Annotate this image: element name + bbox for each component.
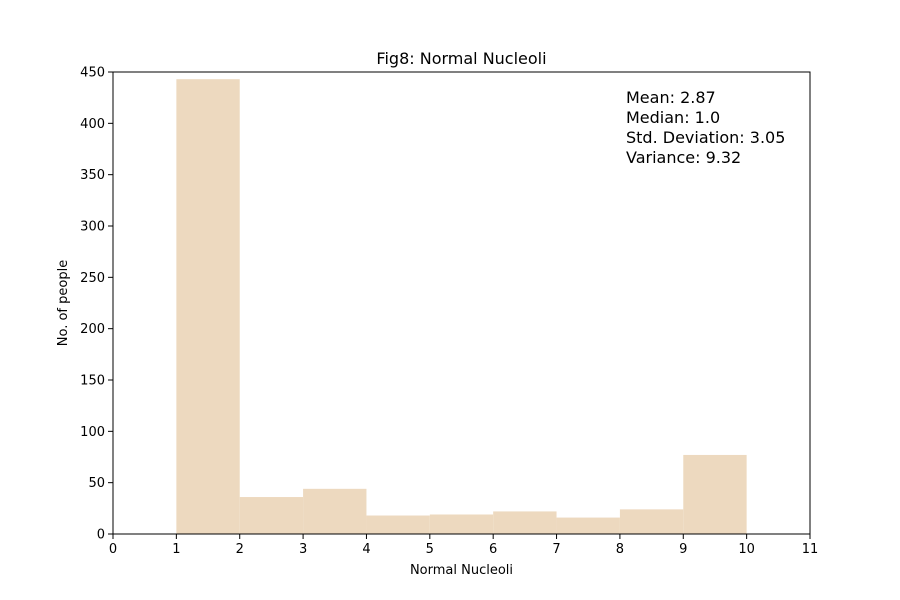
histogram-bar (303, 488, 367, 534)
y-tick-label: 250 (80, 271, 105, 286)
x-tick-label: 2 (236, 542, 244, 557)
x-tick-label: 9 (679, 542, 687, 557)
y-axis-ticks: 0 50 100 150 200 250 300 350 400 450 (80, 66, 113, 543)
y-tick-label: 450 (80, 66, 105, 81)
y-tick-label: 50 (88, 476, 105, 491)
histogram-bar (556, 517, 620, 534)
x-axis-ticks: 0 1 2 3 4 5 6 7 8 9 10 11 (109, 534, 818, 557)
x-axis-label: Normal Nucleoli (410, 563, 513, 578)
histogram-bar (619, 509, 684, 534)
x-tick-label: 1 (172, 542, 180, 557)
x-tick-label: 7 (552, 542, 560, 557)
histogram-bar (429, 514, 494, 534)
stat-mean: Mean: 2.87 (626, 88, 716, 107)
histogram-bar (176, 79, 240, 534)
x-tick-label: 3 (299, 542, 307, 557)
bars-group (176, 79, 747, 534)
x-tick-label: 10 (738, 542, 755, 557)
y-tick-label: 300 (80, 220, 105, 235)
stats-annotation: Mean: 2.87 Median: 1.0 Std. Deviation: 3… (626, 88, 785, 167)
y-tick-label: 400 (80, 117, 105, 132)
y-tick-label: 100 (80, 425, 105, 440)
x-tick-label: 8 (616, 542, 624, 557)
stat-std-deviation: Std. Deviation: 3.05 (626, 128, 785, 147)
histogram-bar (239, 497, 304, 534)
chart-title: Fig8: Normal Nucleoli (376, 49, 546, 68)
y-tick-label: 0 (97, 528, 105, 543)
y-tick-label: 350 (80, 168, 105, 183)
histogram-bar (493, 511, 557, 534)
x-tick-label: 6 (489, 542, 497, 557)
x-tick-label: 11 (802, 542, 819, 557)
y-tick-label: 150 (80, 374, 105, 389)
x-tick-label: 0 (109, 542, 117, 557)
plot-frame (112, 71, 811, 535)
x-tick-label: 4 (362, 542, 370, 557)
stat-median: Median: 1.0 (626, 108, 720, 127)
y-axis-label: No. of people (56, 260, 71, 346)
stat-variance: Variance: 9.32 (626, 148, 741, 167)
x-tick-label: 5 (426, 542, 434, 557)
histogram-bar (683, 454, 747, 534)
histogram-bar (366, 515, 430, 534)
y-tick-label: 200 (80, 322, 105, 337)
